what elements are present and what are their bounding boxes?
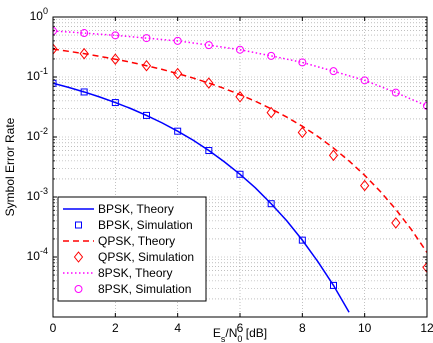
data-point bbox=[297, 126, 307, 139]
y-tick-label: 10-1 bbox=[27, 66, 48, 83]
data-point bbox=[53, 43, 58, 55]
series-line bbox=[53, 30, 427, 107]
y-tick-label: 10-3 bbox=[27, 186, 48, 203]
data-point bbox=[267, 51, 276, 60]
data-point bbox=[236, 45, 244, 54]
x-axis-label: Es/N0 [dB] bbox=[213, 326, 267, 343]
legend-marker bbox=[75, 221, 82, 229]
y-tick-label: 10-4 bbox=[27, 246, 48, 263]
legend-marker bbox=[74, 285, 83, 293]
x-tick-label: 6 bbox=[237, 321, 244, 335]
series-2 bbox=[53, 48, 427, 253]
x-tick-label: 12 bbox=[420, 321, 433, 335]
data-point bbox=[173, 36, 182, 45]
data-point bbox=[111, 31, 120, 40]
x-tick-label: 0 bbox=[50, 321, 57, 335]
legend-entry-label: 8PSK, Theory bbox=[98, 266, 172, 280]
data-point bbox=[204, 77, 214, 89]
data-point bbox=[111, 99, 119, 107]
y-tick-label: 100 bbox=[30, 6, 48, 23]
tick-layer: 0 2 4 6 8 10 12 10-4 10-3 10-2 10-1 100 bbox=[27, 6, 433, 335]
legend-entry-label: QPSK, Theory bbox=[98, 234, 175, 248]
x-tick-label: 4 bbox=[174, 321, 181, 335]
data-point bbox=[298, 236, 306, 244]
series-5 bbox=[53, 26, 427, 110]
data-point bbox=[360, 76, 369, 85]
legend-entry-label: BPSK, Simulation bbox=[98, 218, 193, 232]
data-point bbox=[328, 149, 339, 162]
data-point bbox=[143, 111, 150, 119]
y-tick-label: 10-2 bbox=[27, 126, 48, 143]
series-1 bbox=[53, 79, 337, 289]
grid bbox=[53, 17, 427, 317]
data-point bbox=[391, 217, 401, 229]
data-point bbox=[391, 88, 400, 97]
data-point bbox=[267, 200, 275, 208]
data-point bbox=[204, 41, 213, 50]
data-point bbox=[236, 170, 244, 178]
data-point bbox=[173, 67, 183, 80]
data-point bbox=[174, 127, 182, 135]
data-point bbox=[53, 79, 57, 87]
data-point bbox=[329, 67, 338, 76]
legend-entry-label: 8PSK, Simulation bbox=[98, 282, 191, 296]
legend-box bbox=[57, 196, 207, 302]
series-4 bbox=[53, 30, 427, 107]
x-tick-label: 8 bbox=[299, 321, 306, 335]
data-point bbox=[235, 90, 245, 103]
x-tick-label: 2 bbox=[112, 321, 119, 335]
data-point bbox=[360, 179, 370, 192]
legend-entry-label: QPSK, Simulation bbox=[98, 250, 194, 264]
data-point bbox=[80, 88, 88, 96]
series-3 bbox=[53, 43, 427, 274]
data-point bbox=[423, 101, 427, 110]
data-point bbox=[80, 29, 89, 38]
legend-marker bbox=[73, 251, 84, 263]
data-point bbox=[330, 281, 337, 289]
data-point bbox=[53, 26, 57, 35]
y-axis-label: Symbol Error Rate bbox=[3, 117, 17, 216]
legend-entry-label: BPSK, Theory bbox=[98, 202, 174, 216]
data-point bbox=[110, 53, 120, 66]
series-line bbox=[53, 48, 427, 253]
data-point bbox=[205, 147, 213, 155]
data-point bbox=[79, 47, 89, 60]
data-point bbox=[142, 34, 151, 43]
data-point bbox=[298, 58, 307, 67]
data-point bbox=[266, 106, 276, 119]
x-tick-label: 10 bbox=[358, 321, 372, 335]
series-layer bbox=[53, 26, 427, 313]
legend: BPSK, Theory BPSK, Simulation QPSK, Theory… bbox=[57, 196, 207, 302]
data-point bbox=[422, 261, 427, 274]
data-point bbox=[141, 59, 152, 72]
